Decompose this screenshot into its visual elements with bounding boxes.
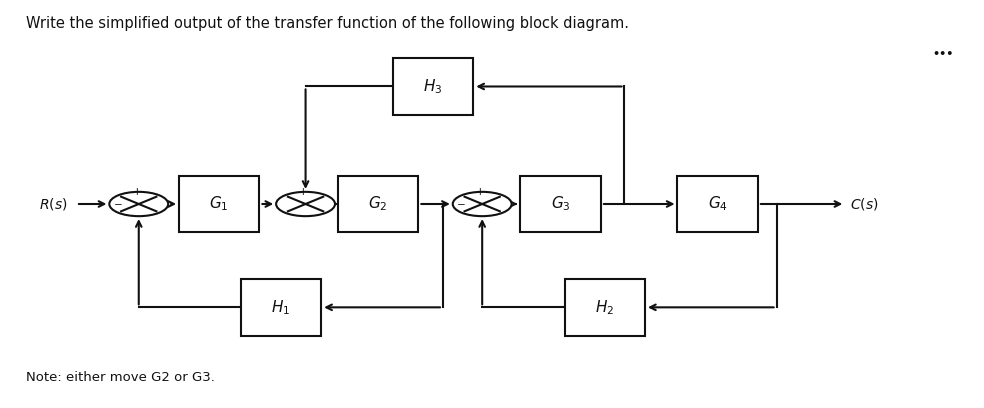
Text: +: + bbox=[133, 187, 141, 197]
Bar bbox=[393, 58, 473, 115]
Text: $G_3$: $G_3$ bbox=[551, 195, 571, 213]
Bar bbox=[521, 175, 601, 233]
Text: Note: either move G2 or G3.: Note: either move G2 or G3. bbox=[26, 371, 215, 384]
Text: −: − bbox=[458, 200, 466, 210]
Bar bbox=[179, 175, 260, 233]
Text: +: + bbox=[299, 187, 308, 197]
Bar bbox=[677, 175, 758, 233]
Text: $G_2$: $G_2$ bbox=[368, 195, 388, 213]
Text: +: + bbox=[476, 187, 484, 197]
Circle shape bbox=[453, 192, 512, 216]
Text: $G_1$: $G_1$ bbox=[210, 195, 229, 213]
Text: $C(s)$: $C(s)$ bbox=[850, 196, 879, 212]
Circle shape bbox=[109, 192, 168, 216]
Text: $G_4$: $G_4$ bbox=[707, 195, 727, 213]
Text: $R(s)$: $R(s)$ bbox=[38, 196, 67, 212]
Text: $H_2$: $H_2$ bbox=[595, 298, 614, 317]
Text: $H_1$: $H_1$ bbox=[272, 298, 290, 317]
Text: •••: ••• bbox=[933, 49, 954, 59]
Text: Write the simplified output of the transfer function of the following block diag: Write the simplified output of the trans… bbox=[26, 16, 629, 31]
Bar bbox=[241, 279, 321, 336]
Text: $H_3$: $H_3$ bbox=[423, 77, 443, 96]
Bar bbox=[338, 175, 418, 233]
Bar bbox=[565, 279, 646, 336]
Circle shape bbox=[277, 192, 335, 216]
Text: −: − bbox=[114, 200, 123, 210]
